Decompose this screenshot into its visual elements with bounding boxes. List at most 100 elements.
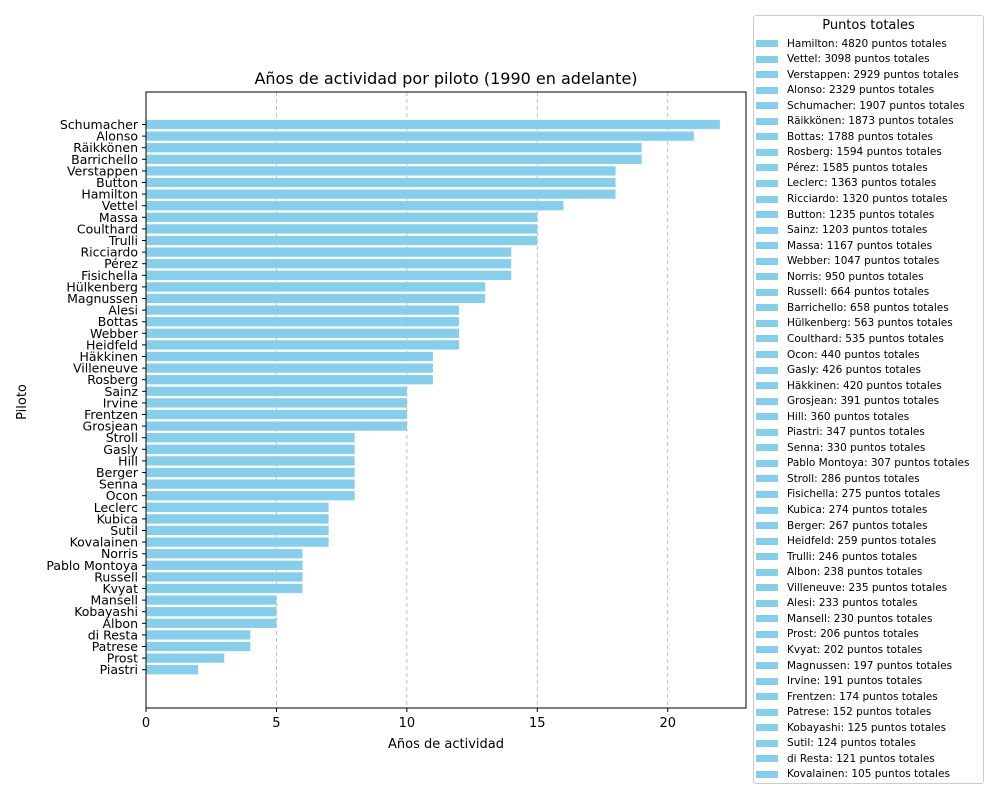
legend-label: Button: 1235 puntos totales <box>787 208 935 221</box>
legend-label: Häkkinen: 420 puntos totales <box>787 379 942 392</box>
legend-swatch <box>756 506 778 514</box>
bar <box>146 305 460 315</box>
chart-title: Años de actividad por piloto (1990 en ad… <box>254 69 637 88</box>
legend-entry: Senna: 330 puntos totales <box>756 440 925 455</box>
legend-entry: Mansell: 230 puntos totales <box>756 611 932 626</box>
legend-swatch <box>756 739 778 747</box>
y-tick-label: Webber <box>90 326 139 341</box>
bar <box>146 259 512 269</box>
x-axis-label: Años de actividad <box>388 737 504 752</box>
legend-label: Schumacher: 1907 puntos totales <box>787 99 965 112</box>
legend-swatch <box>756 693 778 701</box>
bar <box>146 177 616 188</box>
legend-label: Prost: 206 puntos totales <box>787 628 919 641</box>
legend-entry: Trulli: 246 puntos totales <box>756 549 917 564</box>
legend-entry: Häkkinen: 420 puntos totales <box>756 378 942 393</box>
y-tick-label: Räikkönen <box>73 140 138 155</box>
legend-entry: Patrese: 152 puntos totales <box>756 705 931 720</box>
bar <box>146 340 460 350</box>
legend-entry: Räikkönen: 1873 puntos totales <box>756 114 954 129</box>
y-tick-label: Gasly <box>103 442 138 457</box>
y-tick-label: Hülkenberg <box>66 279 138 294</box>
bar <box>146 363 433 373</box>
legend-entry: Kobayashi: 125 puntos totales <box>756 720 946 735</box>
y-tick-label: Russell <box>94 569 138 584</box>
legend-entry: Frentzen: 174 puntos totales <box>756 689 938 704</box>
legend-swatch <box>756 335 778 343</box>
legend-swatch <box>756 770 778 778</box>
y-tick-label: Mansell <box>90 593 138 608</box>
legend-label: Alonso: 2329 puntos totales <box>787 84 935 97</box>
legend-entry: Massa: 1167 puntos totales <box>756 238 932 253</box>
legend-label: Heidfeld: 259 puntos totales <box>787 535 937 548</box>
y-tick-label: Bottas <box>98 314 138 329</box>
y-tick-label: Kvyat <box>102 581 138 596</box>
y-tick-label: Albon <box>102 616 138 631</box>
y-tick-label: Frentzen <box>84 407 138 422</box>
x-tick-label: 15 <box>529 716 546 731</box>
bar <box>146 653 225 663</box>
legend-swatch <box>756 584 778 592</box>
y-tick-label: Berger <box>96 465 139 480</box>
legend-swatch <box>756 117 778 125</box>
bar <box>146 270 512 280</box>
y-tick-label: Magnussen <box>67 291 138 306</box>
bar <box>146 479 355 489</box>
legend-entry: Button: 1235 puntos totales <box>756 207 934 222</box>
legend-entry: Pablo Montoya: 307 puntos totales <box>756 456 969 471</box>
bar <box>146 328 460 338</box>
legend-label: Kvyat: 202 puntos totales <box>787 643 923 656</box>
x-tick-labels: 0 5 10 15 20 <box>142 708 676 731</box>
legend-entry: Ricciardo: 1320 puntos totales <box>756 192 948 207</box>
y-tick-label: Piastri <box>100 662 138 677</box>
legend-entry: Russell: 664 puntos totales <box>756 285 929 300</box>
legend-swatch <box>756 615 778 623</box>
legend-label: Sutil: 124 puntos totales <box>787 737 916 750</box>
legend-entry: Ocon: 440 puntos totales <box>756 347 920 362</box>
legend-entry: Alesi: 233 puntos totales <box>756 596 917 611</box>
legend-label: Hill: 360 puntos totales <box>787 410 910 423</box>
legend-entry: Barrichello: 658 puntos totales <box>756 300 949 315</box>
legend-swatch <box>756 351 778 358</box>
bar <box>146 491 355 501</box>
legend-entry: Norris: 950 puntos totales <box>756 269 924 284</box>
bar <box>146 189 616 199</box>
y-tick-label: Button <box>96 175 138 190</box>
legend-swatch <box>756 677 778 685</box>
plot-area-frame <box>145 91 747 709</box>
legend-label: Berger: 267 puntos totales <box>787 519 928 532</box>
y-tick-label: Grosjean <box>83 419 138 434</box>
bar <box>146 641 251 652</box>
legend-entry: Vettel: 3098 puntos totales <box>756 52 930 67</box>
legend-swatch <box>756 444 778 452</box>
legend-entry: Rosberg: 1594 puntos totales <box>756 145 942 160</box>
legend-swatch <box>756 366 778 374</box>
legend-label: Patrese: 152 puntos totales <box>787 706 932 719</box>
bar <box>146 560 303 570</box>
legend-label: Massa: 1167 puntos totales <box>787 239 933 252</box>
y-tick-label: Kovalainen <box>70 535 138 550</box>
legend-label: Kobayashi: 125 puntos totales <box>787 721 947 734</box>
legend-label: Kovalainen: 105 puntos totales <box>787 768 950 781</box>
bar <box>146 665 199 675</box>
legend-label: Pablo Montoya: 307 puntos totales <box>787 457 970 470</box>
bar <box>146 375 433 385</box>
y-tick-label: Coulthard <box>77 221 138 236</box>
y-tick-label: Prost <box>107 651 138 666</box>
y-tick-label: Pablo Montoya <box>46 558 138 573</box>
legend-swatch <box>756 179 778 187</box>
legend-label: Alesi: 233 puntos totales <box>787 597 918 610</box>
bar <box>146 630 251 640</box>
y-tick-label: Heidfeld <box>86 337 138 352</box>
legend-swatch <box>756 40 778 47</box>
legend-swatch <box>756 755 778 763</box>
legend-label: Villeneuve: 235 puntos totales <box>787 581 948 594</box>
legend-swatch <box>756 86 778 94</box>
y-tick-labels: SchumacherAlonsoRäikkönenBarrichelloVers… <box>46 117 146 677</box>
bar <box>146 235 538 246</box>
bar <box>146 247 512 257</box>
legend-swatch <box>756 304 778 312</box>
legend-swatch <box>756 319 778 327</box>
legend-label: Fisichella: 275 puntos totales <box>787 488 941 501</box>
legend-entry: Piastri: 347 puntos totales <box>756 425 925 440</box>
